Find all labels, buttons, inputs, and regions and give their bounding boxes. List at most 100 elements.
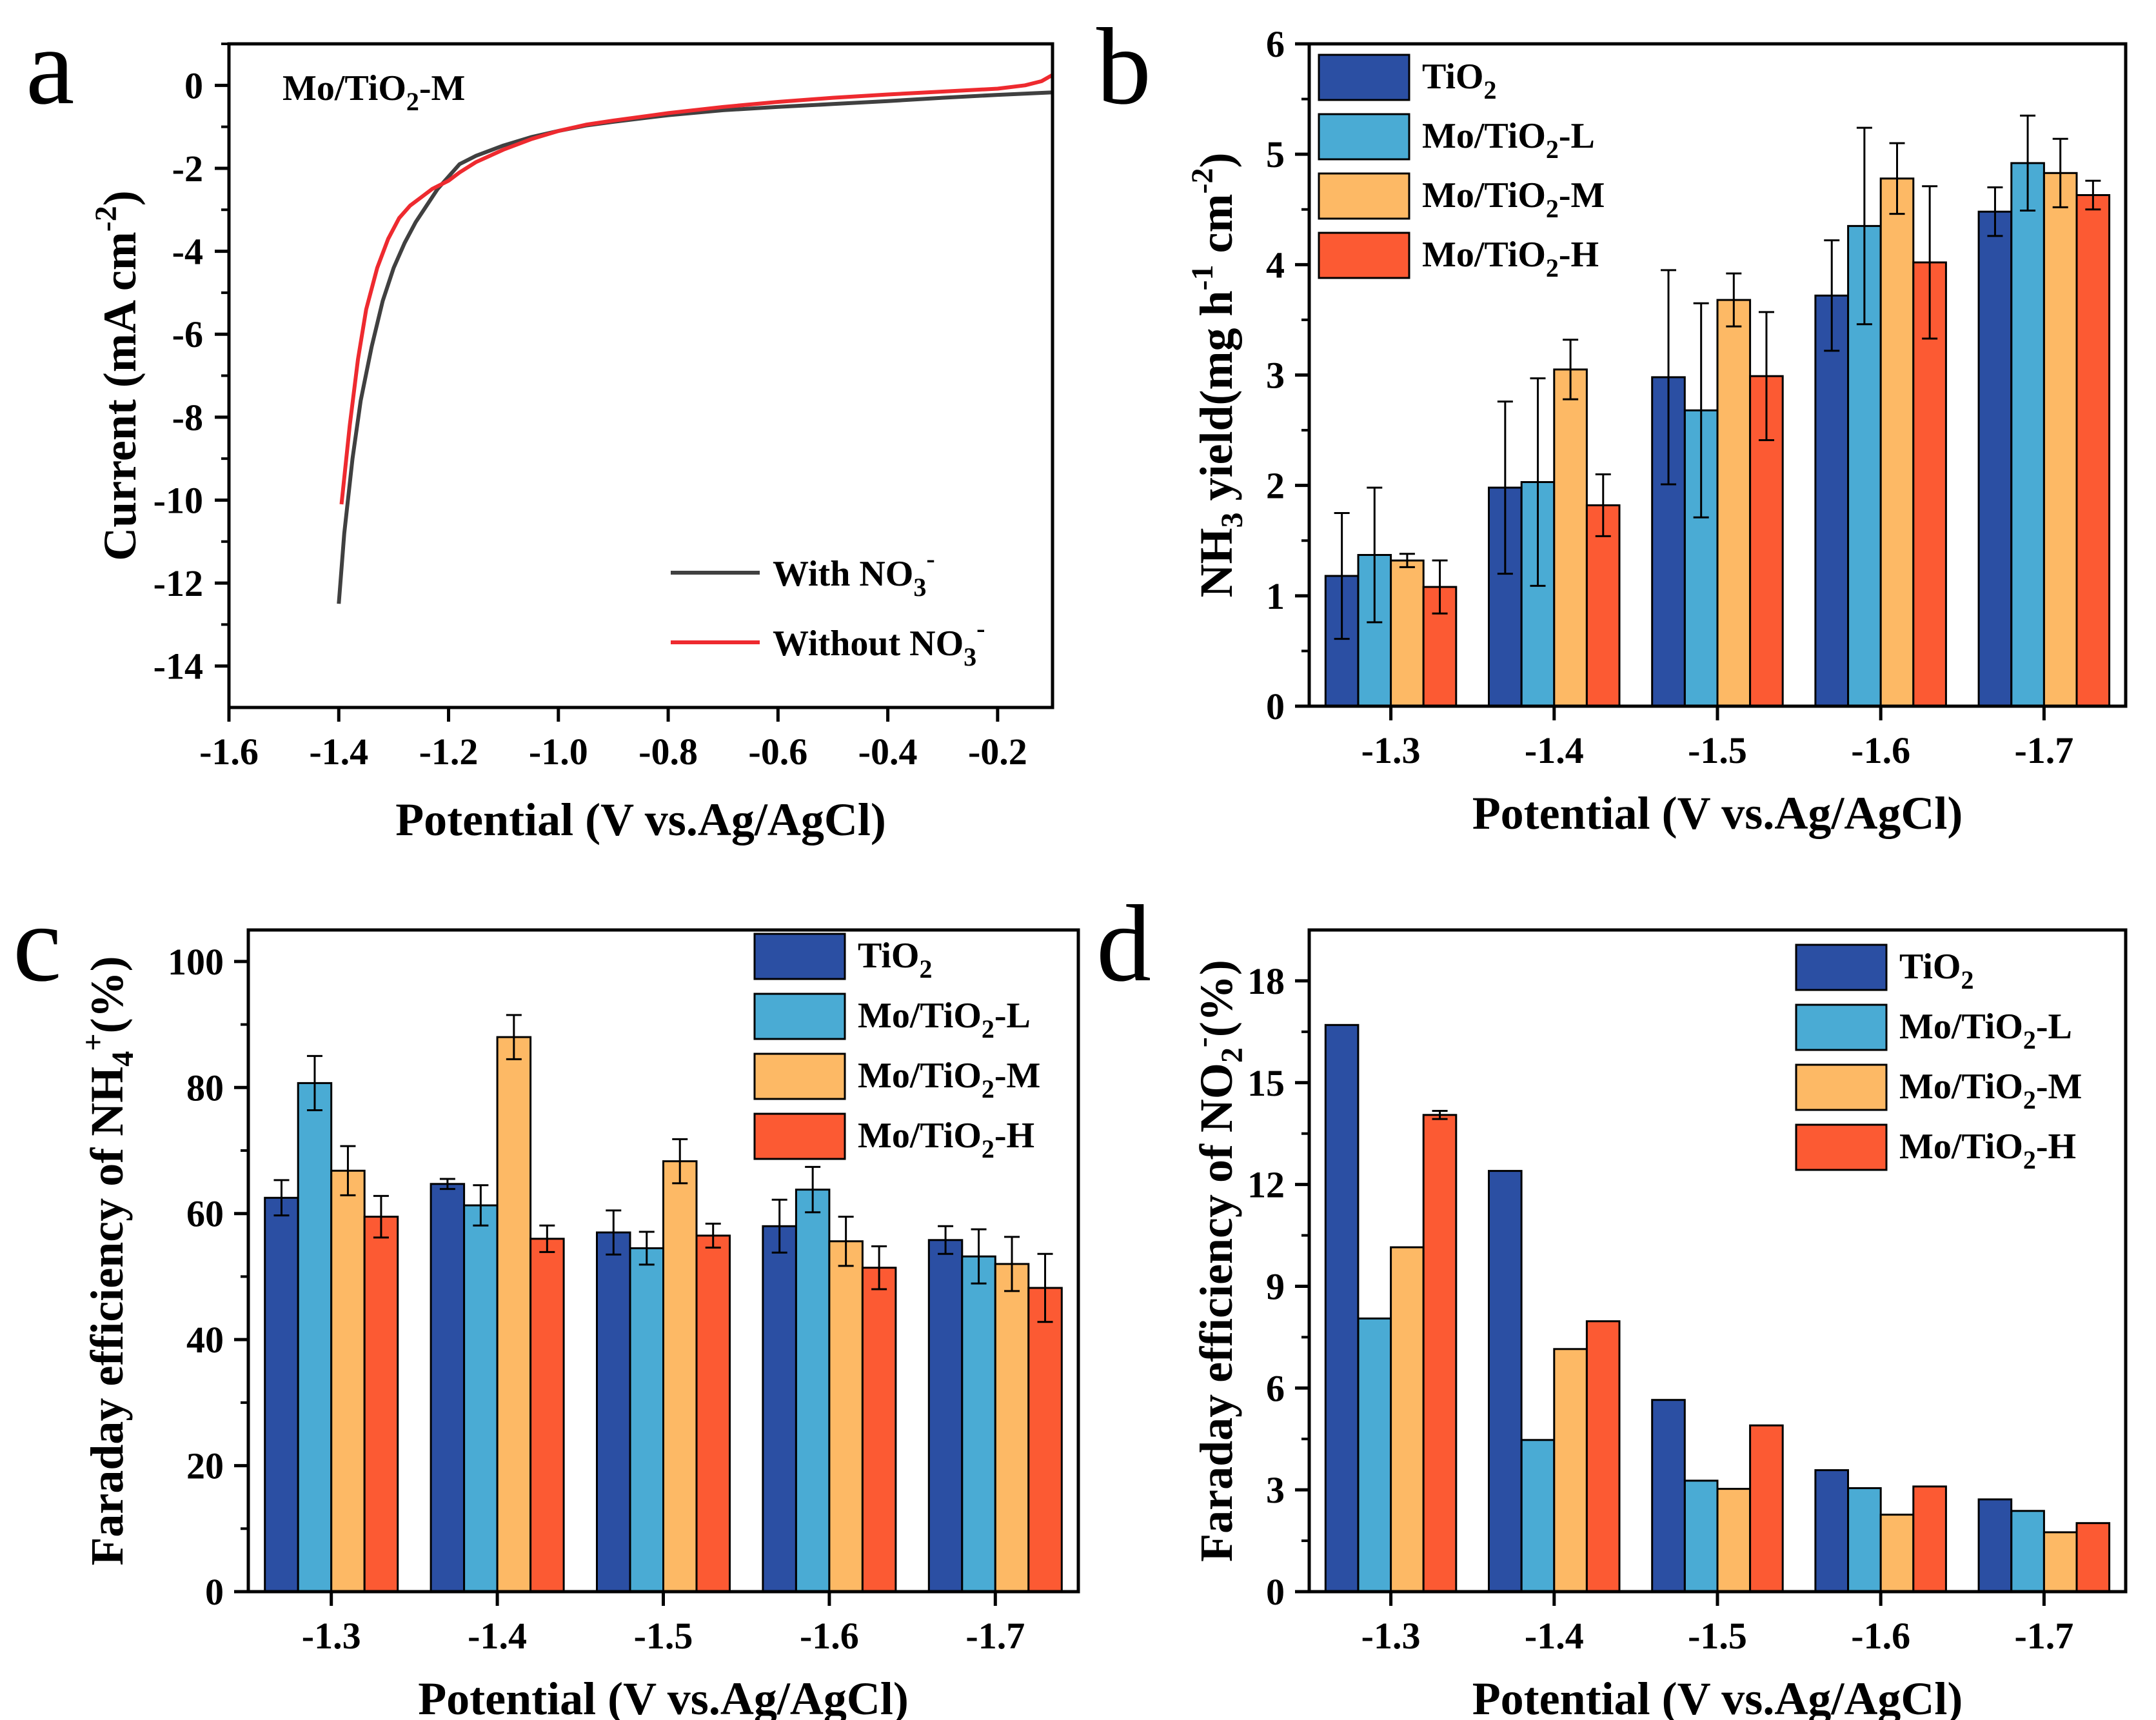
bar-mo_h--1.6 (1912, 1485, 1947, 1593)
legend-label-sub: 2 (1546, 135, 1559, 164)
bar-mo_l--1.7 (2010, 162, 2045, 707)
x-tick-label: -1.4 (1525, 729, 1584, 771)
legend-swatch (753, 1112, 846, 1160)
bar-mo_m--1.5 (662, 1160, 698, 1593)
legend-swatch (1318, 172, 1410, 220)
legend-label-sub: 2 (1546, 194, 1559, 223)
legend-label-part: -H (1559, 235, 1599, 275)
legend-label-part: With NO (773, 554, 913, 594)
legend-swatch (1795, 1123, 1888, 1171)
y-tick-label: 6 (1266, 1367, 1285, 1409)
legend-label: Mo/TiO2-M (858, 1056, 1040, 1103)
bar-mo_l--1.3 (297, 1082, 333, 1593)
bar-mo_l--1.4 (1520, 1439, 1556, 1593)
legend-swatch (1795, 944, 1888, 991)
y-axis-title-part: NH (1191, 528, 1242, 597)
y-axis-title-part: 4 (106, 1051, 140, 1067)
panel-a-current-vs-potential: a-1.6 -1.4 -1.2 -1.0 -0.8 -0.6 -0.4 -0.20-2-4-6… (26, 6, 1054, 845)
x-axis-title: Potential (V vs.Ag/AgCl) (395, 794, 886, 845)
legend-label: Mo/TiO2-M (1899, 1067, 2082, 1114)
bar-tio2--1.5 (596, 1231, 631, 1593)
legend-label-part: -M (1559, 175, 1605, 215)
legend-label-part: Mo/TiO (858, 1056, 982, 1096)
legend-label-part: Mo/TiO (1899, 1007, 2023, 1047)
legend-label-sub: 2 (982, 1014, 994, 1043)
legend-label: Mo/TiO2-L (1899, 1007, 2072, 1054)
legend-label-sub: 2 (919, 954, 932, 984)
x-tick-label: -1.5 (1688, 1615, 1747, 1657)
y-tick-label: 9 (1266, 1265, 1285, 1307)
y-axis-title-part: ) (94, 190, 146, 206)
legend-label: TiO2 (1899, 947, 1973, 994)
bar-mo_m--1.6 (828, 1240, 864, 1593)
x-tick-label: -1.3 (1361, 729, 1421, 771)
bar-mo_m--1.6 (1879, 177, 1915, 707)
bar-mo_m--1.4 (496, 1036, 532, 1593)
x-tick-label: -1.0 (529, 731, 588, 773)
legend-label-part: -L (994, 996, 1031, 1036)
y-tick-label: 20 (186, 1445, 224, 1487)
y-tick-label: -4 (172, 231, 203, 273)
bar-tio2--1.3 (1324, 1023, 1360, 1593)
panel-label: b (1096, 6, 1151, 127)
legend-label: Mo/TiO2-H (1899, 1127, 2076, 1174)
legend-label: Mo/TiO2-H (858, 1116, 1034, 1163)
line-series-with-no3 (337, 90, 1053, 604)
legend-label: Mo/TiO2-M (1422, 175, 1605, 223)
y-axis-title-part: 2 (1215, 1047, 1249, 1063)
bar-mo_m--1.7 (2042, 172, 2078, 707)
y-axis-title-part: Current (mA cm (94, 232, 146, 561)
legend-label-sub: 2 (2023, 1085, 2036, 1114)
x-tick-label: -1.4 (468, 1615, 527, 1657)
bar-mo_m--1.3 (330, 1169, 366, 1593)
bar-tio2--1.3 (264, 1196, 299, 1593)
legend-label: TiO2 (1422, 57, 1496, 104)
legend-label-sub: 2 (2023, 1025, 2036, 1054)
legend-label-part: -H (994, 1116, 1034, 1156)
bar-tio2--1.7 (1977, 210, 2013, 707)
x-tick-label: -1.5 (634, 1615, 693, 1657)
bar-mo_h--1.5 (695, 1234, 731, 1593)
x-tick-label: -1.4 (1525, 1615, 1584, 1657)
legend-label-sub: 2 (1483, 75, 1496, 104)
legend-label-part: TiO (858, 936, 919, 976)
bar-tio2--1.6 (1814, 1469, 1849, 1593)
x-axis-title: Potential (V vs.Ag/AgCl) (1472, 1673, 1963, 1720)
x-tick-label: -1.5 (1688, 729, 1747, 771)
y-axis-title: Current (mA cm-2) (89, 190, 146, 561)
legend-label-part: Mo/TiO (1422, 116, 1546, 156)
bar-mo_m--1.5 (1716, 299, 1752, 707)
panel-label: a (26, 6, 74, 127)
y-axis-title-part: Faraday efficiency of NO (1191, 1063, 1242, 1562)
annotation-part: -M (419, 68, 466, 108)
x-tick-label: -1.6 (800, 1615, 859, 1657)
bar-tio2--1.6 (1814, 294, 1849, 707)
x-tick-label: -1.7 (2014, 729, 2073, 771)
legend-swatch (1318, 113, 1410, 161)
y-axis-title-part: 3 (1215, 512, 1249, 528)
bar-mo_m--1.3 (1390, 559, 1425, 707)
bar-mo_m--1.7 (2042, 1531, 2078, 1593)
legend-label-part: Mo/TiO (858, 996, 982, 1036)
x-tick-label: -1.4 (309, 731, 368, 773)
legend-swatch (1318, 54, 1410, 101)
bar-mo_h--1.7 (2075, 1522, 2111, 1593)
x-tick-label: -1.2 (419, 731, 479, 773)
y-tick-label: 0 (184, 64, 203, 106)
legend-label-sub: 3 (913, 573, 926, 602)
legend-label-part: Mo/TiO (1422, 175, 1546, 215)
y-tick-label: 0 (1266, 1571, 1285, 1613)
y-axis-title-part: (%) (81, 956, 133, 1033)
bar-mo_h--1.5 (1749, 1424, 1784, 1593)
x-tick-label: -1.6 (199, 731, 259, 773)
bar-mo_l--1.3 (1357, 1317, 1392, 1593)
y-tick-label: -6 (172, 313, 203, 355)
bar-mo_l--1.6 (795, 1189, 831, 1593)
legend-swatch (753, 993, 846, 1040)
bar-mo_h--1.3 (1422, 1114, 1458, 1593)
y-axis-title-part: Faraday efficiency of NH (81, 1067, 133, 1566)
bar-mo_h--1.4 (1585, 1320, 1621, 1593)
legend-label: Mo/TiO2-L (1422, 116, 1595, 164)
x-tick-label: -1.7 (965, 1615, 1025, 1657)
